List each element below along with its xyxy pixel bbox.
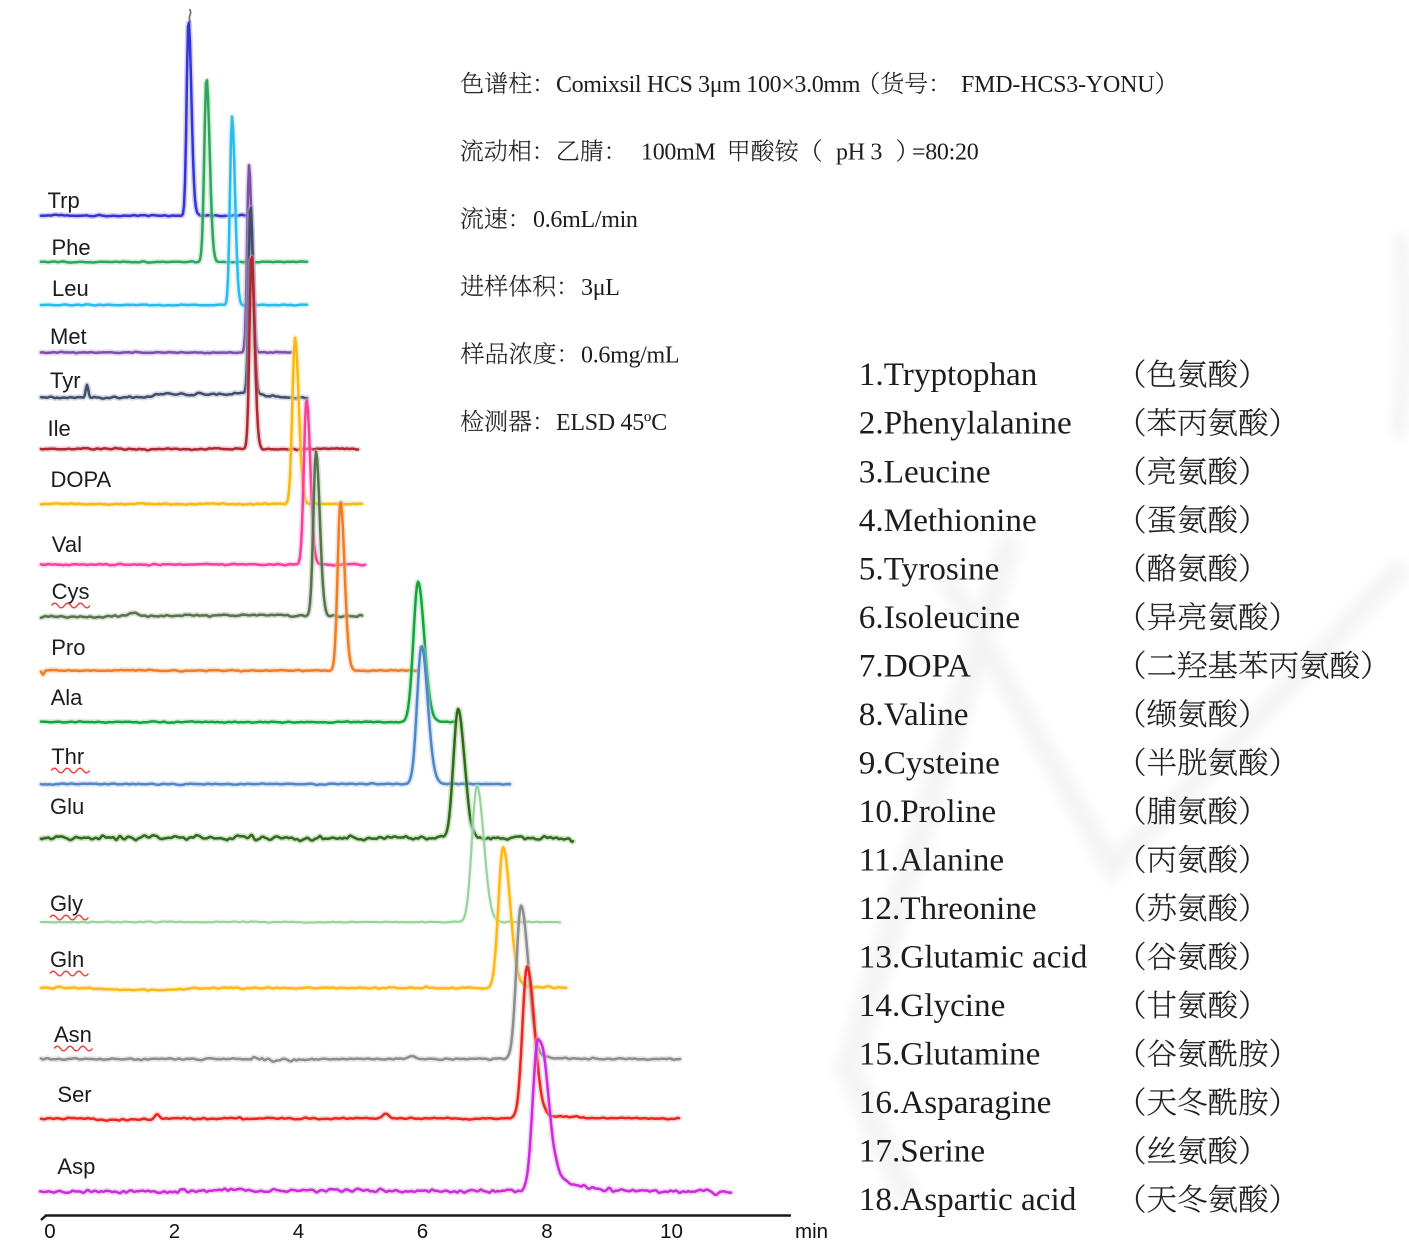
svg-text:Thr: Thr [51,744,84,769]
svg-text:Cys: Cys [52,579,90,604]
svg-text:100mM: 100mM [641,140,716,166]
svg-text:6.Isoleucine: 6.Isoleucine [859,599,1020,636]
svg-text:13.Glutamic acid: 13.Glutamic acid [859,939,1088,976]
svg-text:Gly: Gly [50,891,83,916]
svg-text:Tyr: Tyr [50,368,81,393]
svg-text:Trp: Trp [48,188,80,213]
svg-text:3μL: 3μL [581,275,620,301]
svg-text:5.Tyrosine: 5.Tyrosine [859,550,1000,587]
svg-text:º: º [644,410,652,436]
svg-text:min: min [795,1220,828,1243]
svg-text:Met: Met [50,324,87,349]
svg-text:8.Valine: 8.Valine [859,696,969,733]
svg-text:Glu: Glu [50,794,84,819]
svg-text:8: 8 [541,1220,552,1243]
svg-text:18.Aspartic acid: 18.Aspartic acid [859,1181,1077,1218]
svg-text:Gln: Gln [50,947,84,972]
svg-text:6: 6 [417,1220,428,1243]
svg-text:Asn: Asn [54,1022,92,1047]
svg-text:1.Tryptophan: 1.Tryptophan [859,356,1038,393]
svg-text:Ile: Ile [48,416,71,441]
svg-text:9.Cysteine: 9.Cysteine [859,744,1000,781]
svg-text:Comixsil HCS 3μm 100×3.0mm: Comixsil HCS 3μm 100×3.0mm [556,72,861,98]
svg-text:FMD-HCS3-YONU: FMD-HCS3-YONU [961,72,1154,98]
svg-text:Asp: Asp [57,1154,95,1179]
svg-text:Ser: Ser [57,1082,91,1107]
svg-text:Leu: Leu [52,276,89,301]
svg-text:10.Proline: 10.Proline [859,793,996,830]
svg-text:2.Phenylalanine: 2.Phenylalanine [859,405,1072,442]
svg-text:3.Leucine: 3.Leucine [859,453,991,490]
svg-text:2: 2 [169,1220,180,1243]
svg-text:Ala: Ala [51,685,84,710]
svg-text:10: 10 [660,1220,683,1243]
svg-text:C: C [651,410,667,436]
svg-text:Val: Val [52,532,82,557]
svg-text:4: 4 [293,1220,304,1243]
svg-text:0.6mL/min: 0.6mL/min [533,207,638,233]
svg-text:0: 0 [44,1220,55,1243]
svg-text:17.Serine: 17.Serine [859,1133,985,1170]
svg-text:4.Methionine: 4.Methionine [859,502,1037,539]
svg-text:ELSD 45: ELSD 45 [556,410,644,436]
svg-text:Phe: Phe [52,235,91,260]
svg-text:14.Glycine: 14.Glycine [859,987,1006,1024]
svg-text:16.Asparagine: 16.Asparagine [859,1084,1052,1121]
svg-text:7.DOPA: 7.DOPA [859,647,971,684]
svg-text:0.6mg/mL: 0.6mg/mL [581,342,679,368]
svg-text:11.Alanine: 11.Alanine [859,842,1004,879]
svg-text:=80:20: =80:20 [912,140,979,166]
svg-text:15.Glutamine: 15.Glutamine [859,1036,1041,1073]
svg-text:DOPA: DOPA [51,467,112,492]
svg-text:pH 3: pH 3 [836,140,882,166]
svg-text:12.Threonine: 12.Threonine [859,890,1037,927]
svg-text:Pro: Pro [51,635,85,660]
